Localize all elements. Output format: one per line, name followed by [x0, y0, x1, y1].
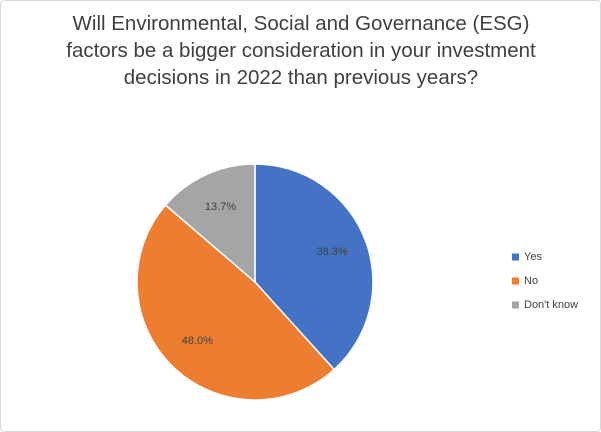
- legend-label: No: [524, 275, 538, 287]
- pie-slice: [164, 163, 256, 284]
- legend-swatch: [512, 301, 519, 309]
- legend-label: Yes: [524, 251, 542, 263]
- data-label: 48.0%: [182, 335, 213, 347]
- pie-slice: [254, 163, 374, 371]
- data-label: 13.7%: [205, 201, 236, 213]
- legend-swatch: [512, 253, 519, 261]
- legend-label: Don't know: [524, 299, 578, 311]
- pie-slice: [136, 204, 336, 401]
- data-label: 38.3%: [316, 246, 347, 258]
- legend-swatch: [512, 277, 519, 285]
- chart-title: Will Environmental, Social and Governanc…: [66, 12, 536, 89]
